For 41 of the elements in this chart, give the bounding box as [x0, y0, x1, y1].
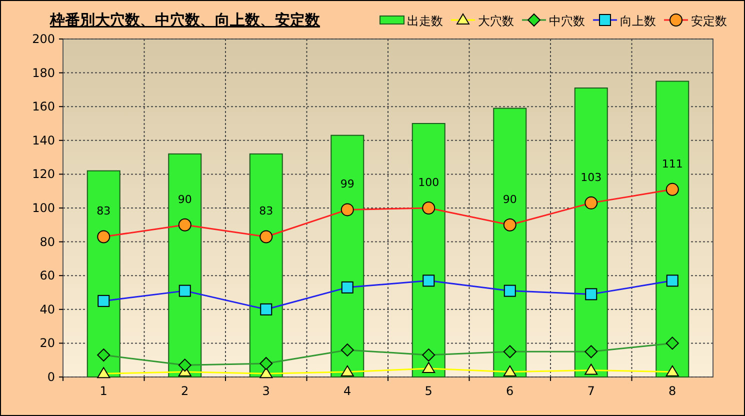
x-tick-label: 8 [668, 384, 676, 398]
y-tick-label: 180 [32, 66, 55, 80]
x-tick-label: 5 [424, 384, 432, 398]
x-tick-label: 4 [344, 384, 352, 398]
y-tick-label: 20 [40, 336, 55, 350]
y-tick-label: 0 [47, 370, 55, 384]
bar [493, 108, 527, 378]
legend-label: 大穴数 [478, 14, 514, 28]
data-label: 83 [96, 204, 111, 218]
chart-title: 枠番別大穴数、中穴数、向上数、安定数 [49, 11, 321, 29]
y-tick-label: 60 [40, 268, 55, 283]
data-label: 90 [502, 192, 517, 206]
x-tick-label: 1 [100, 384, 108, 398]
legend-label: 中穴数 [549, 14, 585, 28]
legend-label: 安定数 [691, 14, 727, 28]
y-tick-label: 80 [40, 234, 55, 249]
data-label: 103 [580, 170, 602, 184]
y-tick-label: 120 [32, 167, 55, 182]
y-tick-label: 140 [32, 133, 55, 148]
data-label: 100 [418, 176, 440, 189]
y-tick-label: 40 [40, 302, 55, 316]
bar [574, 88, 608, 378]
bar [330, 134, 364, 378]
y-tick-label: 200 [32, 32, 55, 46]
data-label: 111 [662, 157, 683, 170]
legend-label: 向上数 [620, 14, 656, 28]
bar [249, 153, 283, 378]
y-tick-label: 100 [32, 201, 55, 215]
data-label: 83 [259, 204, 274, 218]
bar [656, 80, 690, 378]
data-label: 99 [340, 178, 354, 191]
data-label: 90 [178, 192, 192, 206]
x-tick-label: 3 [262, 384, 270, 398]
x-tick-label: 7 [587, 384, 595, 398]
y-tick-label: 160 [32, 100, 55, 114]
x-tick-label: 6 [506, 384, 514, 398]
bar [412, 123, 446, 378]
bar [168, 153, 202, 378]
legend-label: 出走数 [407, 14, 443, 28]
bar [86, 170, 120, 378]
x-tick-label: 2 [181, 384, 189, 398]
